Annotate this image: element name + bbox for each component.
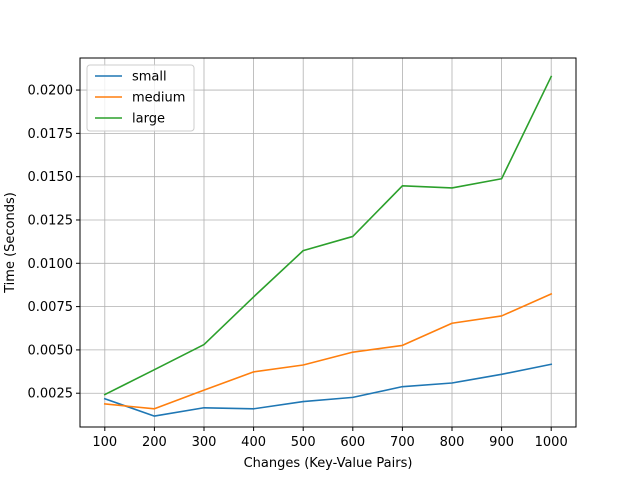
x-tick-label: 1000 [535, 435, 568, 450]
legend-label: medium [132, 91, 185, 106]
y-tick-label: 0.0175 [28, 127, 74, 142]
series-line-small [103, 363, 553, 417]
x-tick-label: 300 [192, 435, 217, 450]
series-line-medium [103, 292, 553, 410]
legend-item-medium: medium [95, 91, 185, 106]
x-tick-label: 500 [291, 435, 316, 450]
y-axis-label: Time (Seconds) [3, 192, 18, 294]
x-tick-label: 800 [440, 435, 465, 450]
x-axis-label: Changes (Key-Value Pairs) [244, 456, 413, 471]
x-tick-label: 200 [142, 435, 167, 450]
legend-item-small: small [95, 70, 167, 85]
series-line-large [103, 75, 553, 396]
y-tick-label: 0.0100 [28, 257, 74, 272]
x-tick-label: 600 [340, 435, 365, 450]
x-tick-label: 900 [489, 435, 514, 450]
legend-item-large: large [95, 112, 165, 127]
y-tick-label: 0.0050 [28, 343, 74, 358]
x-tick-label: 700 [390, 435, 415, 450]
y-tick-label: 0.0200 [28, 84, 74, 99]
axis-ticks: 100 200 300 400 500 600 700 800 900 1000 0.0025 0.0… [28, 84, 568, 450]
series-lines [103, 75, 553, 417]
y-tick-label: 0.0125 [28, 213, 74, 228]
plot-frame [79, 57, 577, 428]
grid [80, 58, 576, 427]
y-tick-label: 0.0150 [28, 170, 74, 185]
legend-label: large [132, 112, 165, 127]
legend-label: small [132, 70, 167, 85]
legend: small medium large [86, 64, 195, 132]
x-tick-label: 100 [92, 435, 117, 450]
y-tick-label: 0.0025 [28, 387, 74, 402]
y-tick-label: 0.0075 [28, 300, 74, 315]
legend-box [86, 64, 195, 132]
x-tick-label: 400 [241, 435, 266, 450]
